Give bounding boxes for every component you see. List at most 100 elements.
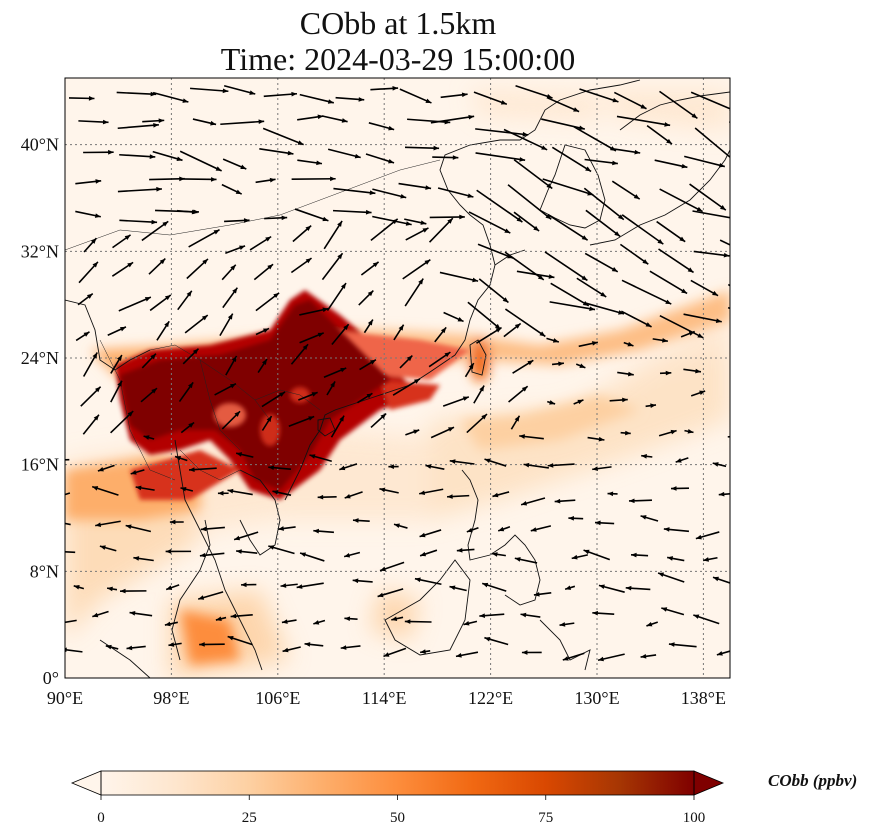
wind-arrow: [383, 647, 407, 658]
wind-arrow: [584, 252, 619, 273]
wind-arrow: [392, 378, 421, 396]
wind-arrow: [692, 210, 730, 219]
wind-arrow: [479, 613, 505, 618]
wind-arrow: [668, 642, 697, 648]
wind-arrow: [607, 491, 618, 497]
wind-arrow: [594, 520, 615, 526]
wind-arrow: [512, 359, 534, 374]
wind-arrow: [75, 210, 101, 218]
wind-arrow: [712, 576, 730, 584]
colorbar-gradient: [101, 771, 694, 795]
wind-arrow: [152, 91, 189, 103]
wind-arrow: [549, 301, 596, 311]
colorbar-tick-label: 0: [97, 810, 105, 826]
wind-arrow: [513, 211, 540, 232]
wind-arrow: [148, 258, 166, 275]
wind-arrow: [507, 184, 552, 220]
wind-arrow: [352, 518, 370, 523]
wind-arrow: [547, 400, 556, 405]
wind-arrow: [649, 270, 688, 295]
wind-arrow: [290, 257, 313, 274]
wind-arrow: [661, 607, 685, 616]
wind-arrow: [257, 358, 268, 373]
wind-arrow: [165, 584, 180, 591]
wind-arrow: [344, 491, 363, 499]
wind-arrow: [352, 578, 373, 584]
wind-arrow: [268, 465, 292, 471]
wind-arrow: [224, 218, 250, 223]
wind-arrow: [437, 187, 474, 198]
wind-arrow: [178, 381, 194, 403]
wind-arrow: [547, 97, 580, 113]
wind-arrow: [268, 545, 295, 555]
wind-arrow: [75, 331, 90, 342]
wind-arrow: [610, 147, 641, 155]
wind-arrow: [340, 645, 361, 650]
wind-arrow: [68, 96, 95, 101]
wind-arrow: [227, 488, 253, 496]
wind-arrow: [702, 556, 718, 562]
wind-arrow: [142, 118, 165, 124]
wind-arrow: [179, 150, 222, 172]
wind-arrow: [659, 314, 704, 339]
wind-arrow: [621, 214, 664, 245]
wind-arrow: [221, 183, 243, 195]
wind-arrow: [91, 485, 119, 496]
wind-arrow: [732, 210, 768, 217]
lon-tick-label: 130°E: [574, 688, 619, 708]
wind-arrow: [616, 115, 671, 127]
wind-arrow: [156, 320, 170, 341]
wind-arrow: [78, 119, 109, 125]
wind-arrow: [547, 463, 575, 468]
wind-arrow: [130, 469, 145, 475]
wind-arrow: [428, 351, 451, 368]
wind-arrow: [520, 497, 546, 506]
wind-arrow: [95, 520, 121, 527]
wind-arrow: [97, 464, 115, 472]
colorbar-extend-low: [70, 770, 102, 796]
wind-arrow: [296, 582, 324, 589]
wind-arrow: [141, 353, 157, 369]
wind-arrow: [391, 616, 404, 621]
wind-arrow: [368, 122, 395, 131]
wind-arrow: [152, 150, 183, 162]
wind-arrow: [180, 486, 194, 492]
wind-arrow: [331, 323, 350, 345]
wind-arrow: [712, 462, 727, 468]
wind-arrow: [263, 91, 298, 98]
wind-arrow: [370, 412, 387, 429]
colorbar: 0 25 50 75 100 CObb (ppbv): [70, 770, 857, 826]
wind-arrow: [521, 650, 542, 655]
wind-arrow: [516, 270, 555, 279]
wind-arrow: [168, 642, 182, 647]
wind-arrow: [253, 263, 274, 281]
wind-arrow: [298, 391, 318, 401]
wind-arrow: [463, 620, 478, 626]
wind-arrow: [282, 646, 301, 653]
wind-arrow: [83, 149, 114, 155]
wind-arrow: [732, 393, 740, 398]
wind-arrow: [628, 498, 652, 504]
wind-arrow: [186, 258, 209, 280]
wind-arrow: [695, 531, 720, 540]
wind-arrow: [731, 182, 767, 202]
wind-arrow: [272, 490, 292, 496]
wind-arrow: [663, 527, 690, 533]
wind-arrow: [404, 145, 440, 151]
wind-arrow: [110, 410, 134, 434]
wind-arrow: [467, 301, 502, 330]
wind-arrow: [299, 93, 334, 104]
wind-arrow: [573, 399, 584, 405]
wind-arrow: [330, 415, 345, 438]
wind-arrow: [464, 362, 475, 378]
wind-arrow: [694, 127, 730, 159]
wind-arrow: [357, 392, 373, 404]
wind-arrow: [112, 234, 132, 249]
wind-arrow: [658, 429, 677, 437]
wind-arrow: [379, 487, 399, 494]
wind-arrow: [332, 209, 372, 215]
wind-arrow: [262, 127, 304, 146]
wind-vectors: [65, 84, 768, 662]
wind-arrow: [249, 235, 272, 251]
wind-arrow: [492, 491, 510, 498]
